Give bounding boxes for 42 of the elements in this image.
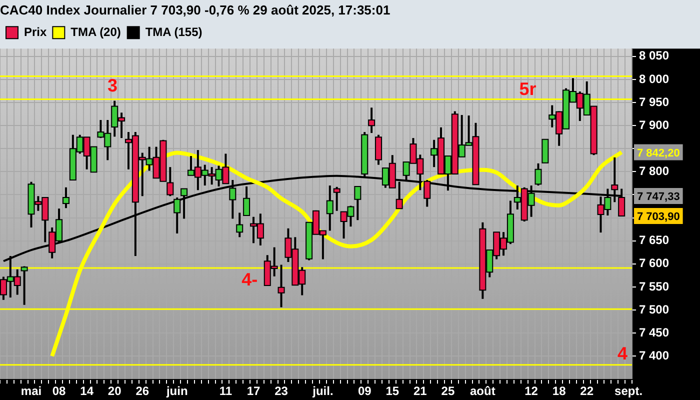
x-tick-label: 21 (413, 384, 428, 398)
y-tick-label: 7 900 (639, 118, 670, 132)
y-tick-label: 8 050 (639, 48, 670, 63)
x-tick-label: 11 (219, 384, 232, 398)
text: 7 703,90 (637, 211, 680, 224)
x-tick-label: 09 (358, 384, 372, 398)
x-tick-label: 20 (108, 384, 122, 398)
y-tick-label: 7 650 (639, 233, 670, 248)
data-label: 7 747,33 (637, 191, 680, 203)
chart-title: CAC40 Index Journalier 7 703,90 -0,76 % 29 août 2025, 17:35:01 (0, 2, 390, 18)
x-tick-label: mai (20, 384, 42, 398)
annotation: 4- (242, 269, 258, 290)
x-tick-label: 18 (552, 384, 566, 398)
legend-label: TMA (155) (145, 24, 202, 39)
x-tick-label: juil. (312, 384, 334, 398)
annotation: 3 (107, 76, 118, 96)
x-tick-label: 15 (386, 384, 400, 398)
x-tick-label: 12 (524, 384, 538, 398)
candlestick (542, 138, 549, 164)
annotation: 4 (618, 344, 628, 364)
y-tick-label: 8 000 (639, 72, 670, 86)
x-tick-label: août (470, 384, 496, 398)
y-tick-label: 7 550 (639, 279, 670, 294)
x-tick-label: 22 (580, 384, 594, 398)
x-tick-label: 23 (274, 384, 288, 398)
x-tick-label: 26 (136, 384, 150, 398)
x-tick-label: juin (165, 384, 188, 398)
x-tick-label: 14 (80, 384, 94, 398)
y-tick-label: 7 950 (639, 94, 670, 109)
y-tick-label: 7 500 (639, 302, 670, 316)
x-tick-label: 17 (246, 384, 260, 398)
y-tick-label: 7 600 (639, 256, 670, 270)
data-label: 7 842,20 (637, 147, 680, 160)
x-tick-label: sept. (614, 384, 643, 398)
x-tick-label: 25 (441, 384, 455, 398)
y-tick-label: 7 450 (639, 325, 670, 340)
annotation: 5r (519, 78, 536, 99)
x-tick-label: 08 (52, 384, 66, 398)
y-tick-label: 7 800 (639, 164, 670, 178)
legend-label: TMA (20) (70, 24, 121, 39)
legend-label: Prix (24, 24, 48, 39)
y-tick-label: 7 400 (639, 348, 670, 362)
